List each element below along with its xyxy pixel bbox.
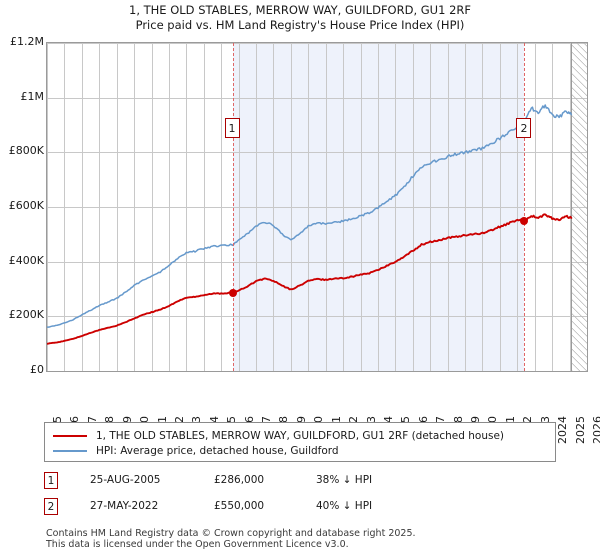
event-line-2 — [524, 43, 526, 371]
transaction-date: 25-AUG-2005 — [90, 474, 161, 486]
copyright-footer: Contains HM Land Registry data © Crown c… — [46, 528, 586, 550]
y-tick-label: £200K — [8, 308, 44, 322]
event-line-1 — [232, 43, 234, 371]
transaction-marker-number: 1 — [44, 472, 58, 489]
series-line-hpi — [47, 104, 573, 328]
transaction-hpi-diff: 38% ↓ HPI — [316, 474, 373, 486]
chart-legend: 1, THE OLD STABLES, MERROW WAY, GUILDFOR… — [44, 422, 556, 462]
transaction-row[interactable]: 1 25-AUG-2005 £286,000 38% ↓ HPI — [44, 470, 564, 496]
forecast-hatched-region — [571, 43, 587, 371]
legend-item: 1, THE OLD STABLES, MERROW WAY, GUILDFOR… — [53, 428, 547, 443]
x-tick-label: 2024 — [556, 416, 570, 444]
footer-line-2: This data is licensed under the Open Gov… — [46, 539, 349, 550]
gridline-horizontal — [47, 97, 587, 99]
gridline-vertical — [587, 43, 588, 371]
legend-color-swatch — [53, 449, 87, 452]
transaction-hpi-diff: 40% ↓ HPI — [316, 500, 373, 512]
marker-badge-1[interactable]: 1 — [224, 118, 240, 138]
gridline-horizontal — [47, 261, 587, 263]
marker-badge-2[interactable]: 2 — [516, 118, 532, 138]
x-tick-label: 2025 — [573, 416, 587, 444]
plot-area — [46, 42, 588, 372]
page-title: 1, THE OLD STABLES, MERROW WAY, GUILDFOR… — [0, 3, 600, 33]
gridline-horizontal — [47, 207, 587, 208]
gridline-horizontal — [47, 43, 587, 44]
series-canvas — [47, 104, 573, 345]
y-tick-label: £1.2M — [10, 35, 44, 48]
y-tick-label: £1M — [20, 89, 45, 103]
transactions-table: 1 25-AUG-2005 £286,000 38% ↓ HPI 2 27-MAY-202… — [44, 470, 564, 522]
chart-area: £0£200K£400K£600K£800K£1M£1.2M 199519961… — [0, 35, 600, 444]
legend-color-swatch — [53, 434, 87, 437]
y-tick-label: £400K — [8, 253, 44, 267]
legend-item: HPI: Average price, detached house, Guil… — [53, 443, 547, 458]
transaction-row[interactable]: 2 27-MAY-2022 £550,000 40% ↓ HPI — [44, 496, 564, 522]
footer-line-1: Contains HM Land Registry data © Crown c… — [46, 528, 416, 539]
series-line-property — [47, 213, 573, 345]
transaction-marker-number: 2 — [44, 498, 58, 515]
transaction-date: 27-MAY-2022 — [90, 500, 159, 512]
gridline-horizontal — [47, 152, 587, 154]
sale-point-1[interactable] — [228, 288, 237, 297]
title-line-1: 1, THE OLD STABLES, MERROW WAY, GUILDFOR… — [129, 3, 471, 17]
y-tick-label: £600K — [8, 199, 44, 212]
legend-label: 1, THE OLD STABLES, MERROW WAY, GUILDFOR… — [96, 429, 505, 442]
transaction-price: £550,000 — [214, 500, 265, 512]
y-tick-label: £800K — [8, 144, 44, 158]
y-tick-label: £0 — [30, 363, 44, 376]
x-tick-label: 2026 — [591, 416, 600, 444]
gridline-horizontal — [47, 316, 587, 318]
transaction-price: £286,000 — [214, 474, 265, 486]
sale-point-2[interactable] — [520, 216, 529, 225]
title-line-2: Price paid vs. HM Land Registry's House … — [135, 18, 465, 32]
legend-label: HPI: Average price, detached house, Guil… — [96, 444, 339, 457]
